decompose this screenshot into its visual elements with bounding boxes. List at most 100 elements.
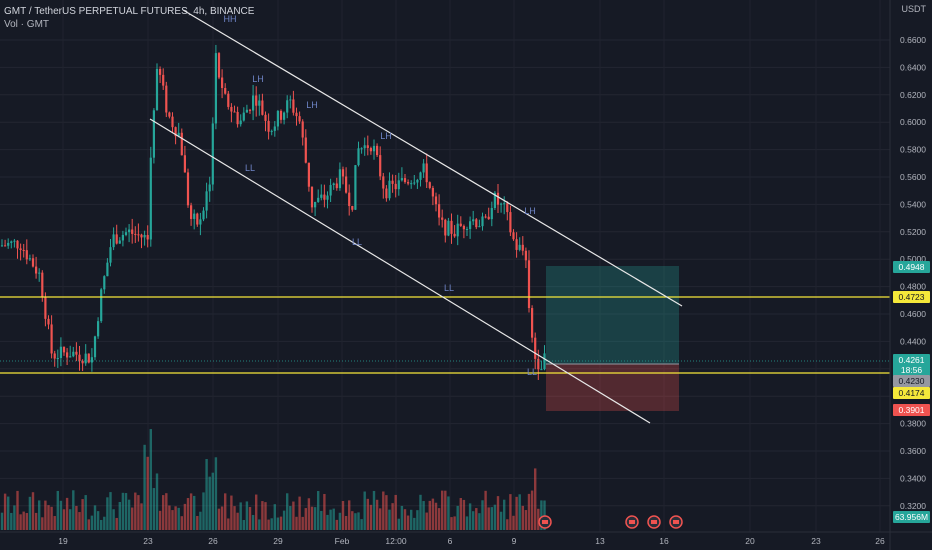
volume-bar: [251, 514, 255, 530]
volume-bar: [25, 513, 28, 530]
candle-body: [38, 272, 41, 274]
candle-body: [221, 77, 224, 89]
candle-body: [230, 106, 233, 112]
candle-body: [131, 229, 134, 234]
volume-bar: [127, 499, 131, 530]
price-badge: 0.4230: [893, 375, 930, 387]
volume-bar: [537, 508, 540, 530]
candle-body: [394, 183, 397, 190]
price-tick-label: 0.3200: [900, 501, 926, 511]
price-tick-label: 0.4400: [900, 336, 926, 346]
candle-body: [314, 201, 317, 208]
volume-bar: [93, 505, 97, 530]
channel-lower-trendline[interactable]: [149, 118, 651, 424]
volume-bar: [146, 456, 149, 530]
candle-body: [140, 234, 143, 238]
economic-event-icon[interactable]: [647, 515, 661, 529]
candle-body: [81, 360, 84, 364]
candle-body: [0, 245, 4, 247]
candle-body: [239, 120, 242, 125]
candle-body: [481, 216, 484, 227]
candle-body: [186, 172, 190, 206]
price-tick-label: 0.6600: [900, 35, 926, 45]
long-position-loss-zone[interactable]: [546, 364, 679, 411]
candle-body: [44, 296, 47, 319]
volume-bar: [369, 504, 373, 530]
long-position-profit-zone[interactable]: [546, 266, 679, 364]
volume-bar: [509, 494, 512, 530]
candle-body: [360, 148, 363, 150]
candle-body: [456, 223, 459, 237]
candle-body: [301, 121, 304, 138]
candle-body: [47, 318, 50, 325]
volume-bar: [50, 506, 53, 530]
volume-bar: [230, 495, 233, 530]
volume-bar: [22, 511, 25, 530]
candle-body: [193, 213, 196, 219]
volume-bar: [481, 500, 484, 530]
candle-body: [323, 194, 326, 200]
volume-bar: [100, 519, 103, 530]
channel-upper-trendline[interactable]: [182, 9, 683, 307]
candle-body: [465, 229, 469, 231]
candle-body: [87, 353, 90, 363]
candle-body: [298, 116, 301, 122]
volume-bar: [28, 496, 32, 530]
volume-bar: [484, 490, 487, 530]
volume-bar: [304, 508, 307, 530]
economic-event-icon[interactable]: [625, 515, 639, 529]
volume-bar: [7, 496, 10, 530]
candle-body: [326, 195, 329, 200]
candle-body: [475, 219, 478, 228]
candle-body: [100, 289, 103, 322]
candle-body: [537, 358, 540, 370]
volume-bar: [239, 502, 242, 530]
price-tick-label: 0.6200: [900, 90, 926, 100]
symbol-title[interactable]: GMT / TetherUS PERPETUAL FUTURES, 4h, BI…: [4, 6, 255, 17]
candle-body: [199, 219, 202, 225]
volume-bar: [72, 490, 75, 530]
time-tick-label: 20: [745, 536, 755, 546]
candle-body: [286, 100, 289, 113]
candle-body: [134, 233, 137, 235]
volume-bar: [124, 493, 128, 530]
candle-body: [124, 232, 128, 235]
volume-bar: [96, 511, 100, 530]
volume-bar: [307, 498, 311, 530]
candle-body: [518, 244, 521, 250]
volume-bar: [152, 488, 156, 530]
price-badge-label: 0.4261: [899, 355, 925, 365]
candle-body: [509, 212, 512, 233]
economic-event-icon[interactable]: [669, 515, 683, 529]
candle-body: [121, 234, 124, 241]
candle-body: [413, 182, 416, 184]
volume-bar: [134, 492, 137, 530]
volume-bar: [447, 496, 450, 530]
candle-body: [410, 183, 413, 185]
time-tick-label: 26: [875, 536, 885, 546]
volume-bars: [0, 429, 546, 530]
volume-bar: [118, 501, 121, 530]
candle-body: [53, 353, 56, 359]
volume-bar: [279, 516, 283, 530]
pattern-label: LL: [444, 283, 454, 293]
candle-body: [534, 337, 537, 359]
candle-body: [397, 180, 400, 190]
candle-body: [233, 111, 236, 113]
economic-event-icon[interactable]: [538, 515, 552, 529]
volume-bar: [499, 511, 503, 530]
price-badge: 18:56: [893, 364, 930, 376]
candle-body: [490, 207, 493, 220]
candle-body: [168, 112, 171, 117]
volume-bar: [165, 493, 168, 530]
volume-bar: [214, 457, 218, 530]
time-tick-label: 12:00: [385, 536, 407, 546]
volume-bar: [10, 512, 13, 530]
volume-bar: [475, 508, 478, 530]
candle-body: [159, 68, 162, 75]
volume-bar: [437, 508, 441, 530]
volume-bar: [162, 495, 165, 530]
volume-bar: [112, 509, 115, 530]
volume-bar: [344, 515, 348, 530]
